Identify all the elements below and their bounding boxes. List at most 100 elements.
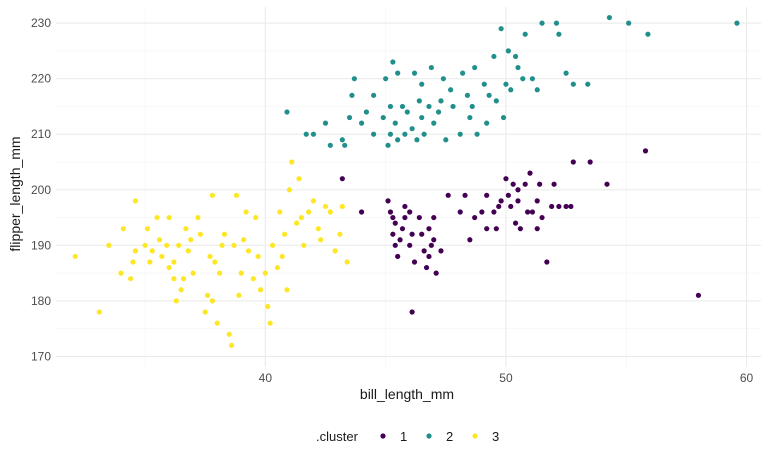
data-point	[371, 131, 377, 137]
data-point	[202, 309, 208, 315]
x-tick-label: 50	[499, 371, 513, 385]
data-point	[419, 231, 425, 237]
data-point	[407, 242, 413, 248]
data-point	[127, 276, 134, 282]
data-point	[178, 287, 184, 293]
data-point	[185, 248, 191, 254]
data-point	[484, 120, 490, 126]
data-point	[450, 103, 456, 110]
data-point	[265, 303, 271, 310]
data-point	[440, 76, 446, 82]
data-point	[289, 159, 295, 165]
data-point	[229, 342, 235, 348]
data-point	[411, 70, 418, 76]
data-point	[315, 226, 321, 232]
data-point	[472, 214, 478, 221]
data-point	[553, 20, 560, 26]
data-point	[132, 248, 139, 254]
data-point	[534, 226, 540, 232]
data-point	[358, 209, 365, 215]
data-point	[411, 259, 418, 265]
data-point	[219, 242, 225, 248]
data-point	[245, 248, 252, 254]
data-point	[243, 209, 249, 215]
data-point	[188, 237, 194, 243]
data-point	[448, 87, 454, 93]
data-point	[426, 226, 432, 232]
data-point	[515, 198, 521, 204]
data-point	[274, 264, 280, 271]
data-point	[409, 309, 415, 315]
data-point	[500, 114, 507, 121]
data-point	[431, 237, 437, 243]
data-point	[556, 31, 562, 37]
data-point	[118, 270, 124, 276]
data-point	[390, 231, 396, 237]
data-point	[339, 203, 345, 210]
data-point	[255, 253, 261, 260]
data-point	[421, 131, 427, 137]
data-point	[387, 209, 394, 215]
data-point	[515, 187, 521, 193]
x-axis-label: bill_length_mm	[360, 386, 454, 402]
data-point	[159, 253, 165, 260]
data-point	[493, 226, 499, 232]
legend-label-2: 2	[446, 429, 453, 444]
data-point	[522, 31, 528, 37]
data-point	[387, 131, 394, 137]
data-point	[460, 70, 466, 76]
data-point	[209, 298, 215, 304]
data-point	[537, 181, 543, 187]
data-point	[423, 264, 430, 271]
data-point	[322, 120, 329, 126]
data-point	[383, 76, 389, 82]
data-point	[402, 131, 408, 137]
data-point	[385, 198, 391, 204]
data-point	[556, 203, 562, 210]
data-point	[645, 31, 651, 37]
data-point	[421, 248, 427, 254]
data-point	[529, 76, 536, 82]
data-point	[279, 253, 285, 260]
data-point	[563, 70, 569, 76]
data-point	[522, 181, 528, 187]
data-point	[585, 81, 591, 87]
data-point	[438, 248, 444, 254]
data-point	[238, 270, 244, 276]
data-point	[402, 214, 408, 221]
data-point	[481, 81, 487, 87]
data-point	[404, 109, 410, 115]
data-point	[166, 214, 172, 221]
data-point	[539, 214, 545, 221]
grid-lines	[56, 7, 761, 367]
data-point	[503, 176, 509, 182]
data-point	[445, 192, 451, 198]
data-point	[226, 331, 232, 337]
series-cluster-1	[339, 148, 702, 315]
data-point	[493, 98, 499, 104]
data-point	[431, 214, 437, 221]
data-point	[147, 259, 153, 265]
data-point	[294, 220, 300, 226]
data-point	[438, 98, 444, 104]
x-tick-label: 60	[740, 371, 754, 385]
data-point	[527, 170, 533, 176]
data-point	[503, 81, 509, 87]
data-point	[306, 209, 312, 215]
data-point	[570, 159, 576, 165]
data-point	[512, 220, 519, 226]
data-point	[322, 203, 329, 210]
data-point	[236, 292, 242, 298]
data-point	[310, 198, 317, 204]
data-point	[419, 114, 425, 121]
x-tick-label: 40	[259, 371, 273, 385]
data-point	[416, 214, 422, 221]
data-point	[231, 242, 237, 248]
data-point	[390, 59, 396, 65]
y-tick-label: 220	[31, 72, 51, 86]
data-point	[284, 109, 290, 115]
data-point	[154, 214, 160, 221]
data-point	[734, 20, 740, 26]
data-point	[173, 298, 179, 304]
data-point	[409, 126, 415, 132]
